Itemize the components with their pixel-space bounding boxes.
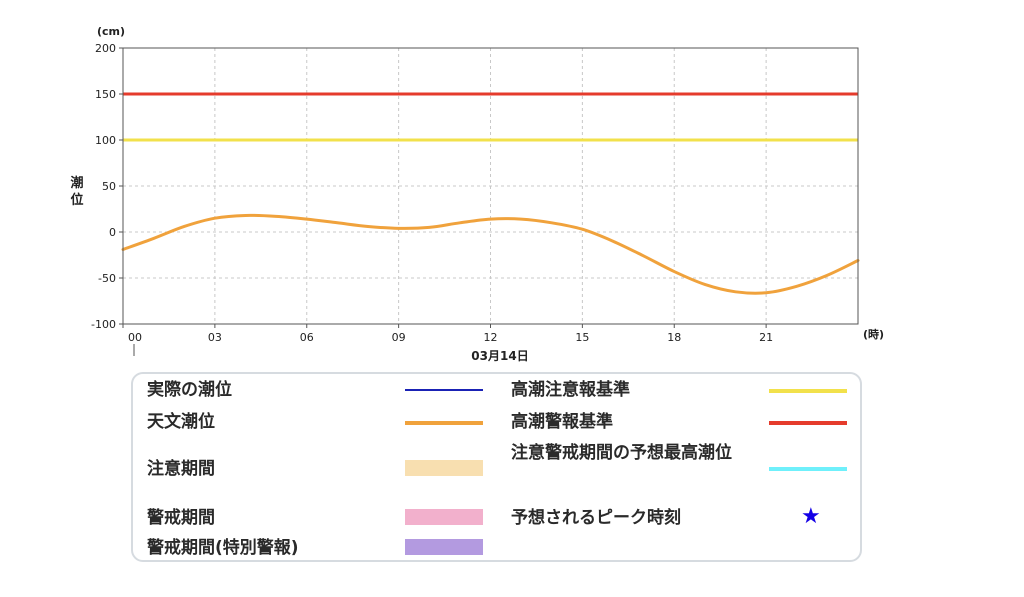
y-tick-label: 0 [109, 226, 116, 239]
series-line [121, 213, 860, 295]
threshold-lines [123, 92, 858, 142]
y-axis-ticks: 200 150 100 50 0 -50 -100 [91, 42, 123, 331]
legend-label: 注意期間 [147, 459, 215, 479]
y-tick-label: 50 [102, 180, 116, 193]
legend-swatch-line [769, 389, 847, 393]
x-unit-label: (時) [863, 327, 884, 341]
x-tick-label: 21 [759, 331, 773, 344]
x-axis-ticks: 00 03 06 09 12 15 18 21 [122, 324, 773, 344]
grid [122, 47, 858, 325]
x-tick-label: 09 [392, 331, 406, 344]
legend-label: 実際の潮位 [147, 380, 232, 400]
legend-swatch-line [769, 421, 847, 425]
legend-label: 予想されるピーク時刻 [511, 508, 681, 528]
y-tick-label: 200 [95, 42, 116, 55]
y-unit-label: (cm) [97, 25, 125, 38]
legend-swatch-band [405, 539, 483, 555]
tide-chart: 200 150 100 50 0 -50 -100 00 03 06 09 12 15 18 21 (cm… [70, 25, 884, 363]
y-tick-label: 150 [95, 88, 116, 101]
x-tick-label: 03 [208, 331, 222, 344]
legend: 実際の潮位天文潮位注意期間警戒期間警戒期間(特別警報) 高潮注意報基準 高潮警報基準… [131, 372, 862, 562]
series-lines [121, 213, 860, 295]
legend-label: 注意警戒期間の予想最高潮位 [511, 443, 732, 463]
x-tick-label: 12 [484, 331, 498, 344]
legend-label: 高潮警報基準 [511, 412, 613, 432]
y-axis-label: 潮位 [70, 175, 83, 208]
x-tick-label: 06 [300, 331, 314, 344]
legend-swatch-line [405, 389, 483, 391]
x-tick-label: 15 [575, 331, 589, 344]
legend-swatch-line [405, 421, 483, 425]
legend-swatch-band [405, 460, 483, 476]
star-icon: ★ [801, 504, 821, 529]
legend-label: 警戒期間 [147, 508, 215, 528]
legend-swatch-line [769, 467, 847, 471]
legend-label: 天文潮位 [147, 412, 215, 432]
x-tick-label: 18 [667, 331, 681, 344]
date-label: 03月14日 [471, 349, 528, 363]
legend-label: 高潮注意報基準 [511, 380, 630, 400]
y-tick-label: 100 [95, 134, 116, 147]
y-tick-label: -50 [98, 272, 116, 285]
legend-swatch-band [405, 509, 483, 525]
y-tick-label: -100 [91, 318, 116, 331]
legend-label: 警戒期間(特別警報) [147, 538, 299, 558]
x-tick-label: 00 [128, 331, 142, 344]
